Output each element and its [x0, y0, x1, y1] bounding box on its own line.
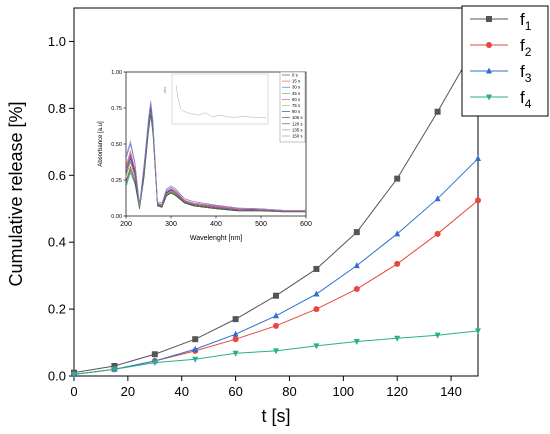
inset-legend-label: 105 s — [292, 115, 303, 120]
data-point-f1 — [273, 292, 279, 299]
data-point-f3 — [192, 345, 199, 352]
inset-legend-label: 135 s — [292, 127, 303, 132]
inset-y-tick-label: 0.50 — [111, 142, 122, 148]
inset-legend-label: 90 s — [292, 109, 300, 114]
data-point-f4 — [273, 348, 279, 355]
inset-legend-label: 120 s — [292, 121, 303, 126]
inset-x-tick-label: 600 — [300, 221, 312, 228]
x-tick-label: 20 — [121, 384, 135, 399]
main-series — [71, 38, 481, 378]
inset-x-tick-label: 300 — [165, 221, 177, 228]
data-point-f4 — [475, 328, 481, 335]
inset-y-tick-label: 0.00 — [111, 214, 122, 220]
inset-legend-label: 60 s — [292, 97, 300, 102]
data-point-f2 — [232, 336, 239, 343]
inset-y-tick-label: 0.25 — [111, 178, 122, 184]
inset-legend-label: 30 s — [292, 85, 300, 90]
mini-inset-y-label: abs — [162, 87, 167, 93]
data-point-f1 — [353, 229, 360, 236]
legend-marker-f1 — [486, 16, 492, 22]
legend-label-f4: f4 — [520, 88, 532, 111]
x-tick-label: 40 — [174, 384, 188, 399]
main-axes: 0 20 40 60 80 100 120 140 0.0 0.2 0.4 0.6 0.8 1.0 — [48, 34, 462, 399]
y-tick-label: 0.0 — [48, 369, 66, 384]
y-axis-title: Cumulative release [%] — [6, 101, 26, 286]
data-point-f4 — [71, 371, 77, 378]
x-tick-label: 120 — [386, 384, 408, 399]
main-plot-frame — [73, 7, 479, 377]
data-point-f2 — [273, 322, 279, 329]
data-point-f3 — [273, 312, 279, 319]
data-point-f1 — [151, 351, 158, 358]
data-point-f3 — [394, 230, 401, 237]
data-point-f1 — [192, 336, 199, 343]
inset-spectrum: 200 300 400 500 600 0.00 0.25 0.50 0.75 1.00 Wave… — [98, 70, 312, 242]
inset-x-axis-title: Wavelenght [nm] — [190, 235, 242, 242]
data-point-f1 — [232, 316, 239, 323]
data-point-f2 — [394, 260, 401, 267]
legend-label-f1: f1 — [520, 10, 532, 33]
data-point-f2 — [353, 286, 360, 293]
data-point-f3 — [353, 262, 360, 269]
x-axis-title: t [s] — [261, 406, 290, 426]
inset-y-tick-label: 1.00 — [111, 70, 122, 76]
inset-x-tick-label: 200 — [120, 221, 132, 228]
legend-label-f3: f3 — [520, 62, 532, 85]
y-tick-label: 0.8 — [48, 101, 66, 116]
data-point-f4 — [434, 332, 441, 339]
y-tick-label: 1.0 — [48, 34, 66, 49]
data-point-f4 — [151, 360, 158, 367]
legend: f1 f2 f3 f4 — [461, 5, 549, 117]
inset-x-tick-label: 400 — [210, 221, 222, 228]
x-tick-label: 140 — [440, 384, 462, 399]
data-point-f1 — [394, 175, 401, 182]
data-point-f3 — [475, 155, 481, 162]
data-point-f3 — [434, 195, 441, 202]
y-tick-label: 0.2 — [48, 302, 66, 317]
inset-y-axis-title: Absorbance [a.u] — [98, 121, 104, 167]
mini-inset-frame — [171, 73, 269, 125]
data-point-f1 — [313, 265, 320, 272]
y-tick-label: 0.6 — [48, 168, 66, 183]
x-tick-label: 0 — [70, 384, 77, 399]
legend-box — [461, 5, 549, 117]
inset-x-tick-label: 500 — [255, 221, 267, 228]
legend-marker-f3 — [486, 67, 492, 74]
y-tick-label: 0.4 — [48, 235, 66, 250]
inset-series-line — [125, 100, 306, 211]
data-point-f1 — [434, 108, 441, 115]
legend-label-f2: f2 — [520, 36, 532, 59]
inset-legend-label: 0 s — [292, 73, 298, 78]
inset-legend-label: 75 s — [292, 103, 300, 108]
x-tick-label: 100 — [332, 384, 354, 399]
inset-legend-label: 15 s — [292, 79, 300, 84]
data-point-f2 — [475, 197, 481, 204]
legend-marker-f2 — [486, 42, 492, 48]
data-point-f3 — [232, 330, 239, 337]
data-point-f4 — [111, 366, 118, 373]
mini-inset-line — [175, 85, 266, 118]
data-point-f4 — [232, 350, 239, 357]
data-point-f4 — [394, 335, 401, 342]
inset-legend-box — [279, 71, 306, 143]
inset-legend-label: 45 s — [292, 91, 300, 96]
inset-legend-label: 150 s — [292, 134, 303, 139]
mini-inset: abs — [162, 73, 269, 125]
data-point-f3 — [313, 290, 320, 297]
data-point-f4 — [313, 343, 320, 350]
inset-series-line — [125, 110, 306, 212]
x-tick-label: 80 — [282, 384, 296, 399]
data-point-f4 — [353, 339, 360, 346]
legend-marker-f4 — [486, 94, 492, 101]
x-tick-label: 60 — [228, 384, 242, 399]
data-point-f4 — [192, 356, 199, 363]
series-line-f2 — [73, 199, 479, 375]
data-point-f2 — [434, 230, 441, 237]
data-point-f2 — [313, 306, 320, 313]
inset-y-tick-label: 0.75 — [111, 106, 122, 112]
